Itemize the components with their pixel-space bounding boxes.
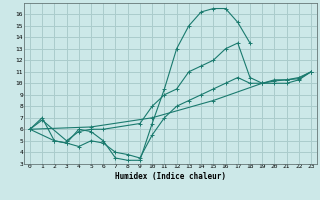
X-axis label: Humidex (Indice chaleur): Humidex (Indice chaleur) — [115, 172, 226, 181]
